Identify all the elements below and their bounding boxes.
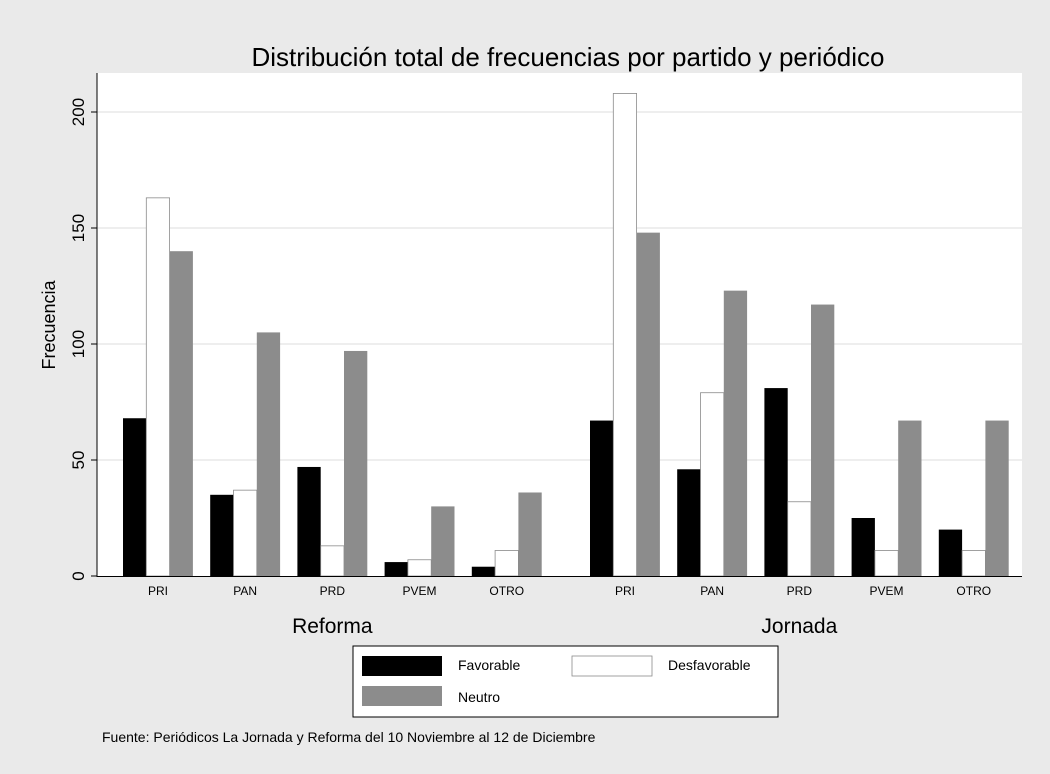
x-category-label: OTRO bbox=[489, 584, 524, 598]
x-category-label: PAN bbox=[700, 584, 724, 598]
bar-neutro-reforma-pri bbox=[169, 251, 193, 576]
legend-label-neutro: Neutro bbox=[458, 689, 500, 705]
bar-desfavorable-reforma-pan bbox=[233, 489, 258, 577]
x-category-label: PRI bbox=[615, 584, 635, 598]
legend-swatch-favorable bbox=[362, 656, 442, 676]
bar-neutro-jornada-prd bbox=[811, 304, 835, 576]
y-tick-label: 150 bbox=[69, 214, 88, 242]
legend: Favorable Desfavorable Neutro bbox=[352, 645, 779, 718]
x-group-label: Jornada bbox=[761, 615, 837, 638]
source-note: Fuente: Periódicos La Jornada y Reforma … bbox=[102, 729, 596, 745]
bar-desfavorable-reforma-pvem bbox=[407, 559, 432, 577]
x-category-label: PRI bbox=[148, 584, 168, 598]
x-category-label: PRD bbox=[320, 584, 346, 598]
bar-favorable-reforma-otro bbox=[471, 566, 496, 576]
y-tick-label: 100 bbox=[69, 330, 88, 358]
y-axis-label: Frecuencia bbox=[39, 279, 59, 369]
bar-desfavorable-jornada-pan bbox=[700, 392, 725, 577]
x-category-label: PVEM bbox=[403, 584, 437, 598]
x-category-label: OTRO bbox=[956, 584, 991, 598]
bar-neutro-jornada-pvem bbox=[898, 420, 922, 576]
bar-favorable-jornada-pvem bbox=[851, 518, 875, 576]
grid-lines bbox=[97, 111, 1022, 461]
bar-desfavorable-reforma-prd bbox=[320, 545, 345, 577]
legend-label-favorable: Favorable bbox=[458, 657, 520, 673]
x-group-label: Reforma bbox=[292, 615, 373, 638]
bar-neutro-jornada-pan bbox=[723, 290, 748, 576]
bar-favorable-jornada-pri bbox=[590, 420, 614, 576]
bar-neutro-jornada-pri bbox=[636, 232, 660, 576]
y-tick-label: 50 bbox=[69, 451, 88, 470]
bar-favorable-jornada-pan bbox=[677, 469, 701, 576]
y-axis-ticks: 0 50 100 150 200 bbox=[69, 98, 97, 581]
bar-neutro-reforma-pan bbox=[256, 332, 281, 576]
bar-favorable-jornada-prd bbox=[764, 388, 788, 576]
bar-neutro-reforma-otro bbox=[518, 492, 542, 576]
legend-swatch-neutro bbox=[362, 686, 442, 706]
bar-desfavorable-jornada-pri bbox=[612, 93, 637, 577]
bar-favorable-reforma-pri bbox=[123, 418, 147, 576]
bar-neutro-reforma-pvem bbox=[431, 506, 455, 576]
chart-title: Distribución total de frecuencias por pa… bbox=[251, 42, 884, 72]
bar-favorable-jornada-otro bbox=[938, 529, 963, 576]
x-category-label: PRD bbox=[787, 584, 813, 598]
bar-desfavorable-jornada-otro bbox=[961, 550, 986, 577]
bar-desfavorable-jornada-pvem bbox=[874, 550, 899, 577]
x-category-label: PVEM bbox=[870, 584, 904, 598]
legend-swatch-desfavorable bbox=[571, 655, 653, 677]
bar-desfavorable-reforma-pri bbox=[145, 197, 171, 577]
legend-label-desfavorable: Desfavorable bbox=[668, 657, 751, 673]
y-tick-label: 0 bbox=[69, 571, 88, 580]
bar-favorable-reforma-pvem bbox=[384, 562, 408, 576]
bar-favorable-reforma-prd bbox=[297, 466, 321, 576]
bar-desfavorable-jornada-prd bbox=[787, 501, 812, 577]
bar-desfavorable-reforma-otro bbox=[494, 550, 519, 577]
y-tick-label: 200 bbox=[69, 98, 88, 126]
bars bbox=[123, 93, 1009, 577]
bar-neutro-reforma-prd bbox=[344, 350, 368, 576]
bar-favorable-reforma-pan bbox=[210, 494, 234, 576]
x-category-label: PAN bbox=[233, 584, 257, 598]
x-axis-labels: PRI PAN PRD PVEM OTRO Reforma PRI PAN PRD PVEM OTR… bbox=[148, 584, 991, 638]
bar-neutro-jornada-otro bbox=[985, 420, 1009, 576]
